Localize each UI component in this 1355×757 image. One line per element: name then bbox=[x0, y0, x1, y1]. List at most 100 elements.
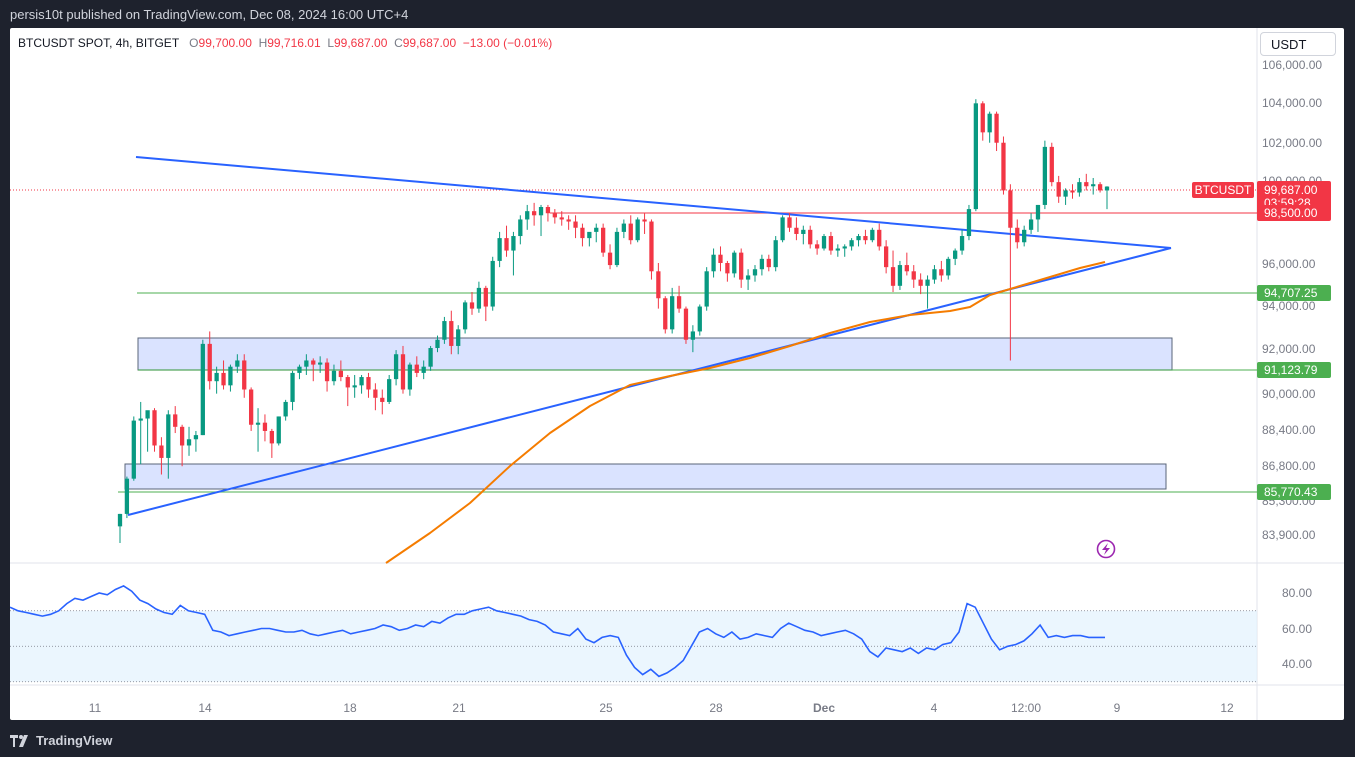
candle bbox=[476, 281, 482, 313]
time-tick-label: 9 bbox=[1114, 701, 1121, 715]
candle bbox=[932, 265, 937, 284]
candle bbox=[290, 370, 295, 411]
candle-body bbox=[131, 420, 136, 479]
time-tick-label: 11 bbox=[89, 701, 102, 715]
candle bbox=[683, 306, 689, 344]
candle bbox=[249, 387, 254, 431]
candle bbox=[718, 246, 723, 272]
candle-body bbox=[614, 231, 620, 266]
candle bbox=[145, 410, 150, 452]
candle-body bbox=[538, 207, 544, 216]
candle-body bbox=[787, 217, 792, 228]
candle-body bbox=[1084, 182, 1089, 187]
candle-body bbox=[200, 343, 205, 436]
candle bbox=[794, 217, 799, 241]
candle bbox=[366, 372, 371, 398]
time-tick-label: 12 bbox=[1220, 701, 1234, 715]
candle bbox=[469, 292, 475, 315]
candle-body bbox=[179, 426, 185, 446]
candle bbox=[566, 215, 571, 230]
candle bbox=[283, 399, 288, 421]
candle bbox=[649, 219, 654, 280]
candle-body bbox=[856, 236, 861, 241]
lightning-alert-icon[interactable] bbox=[1096, 539, 1116, 559]
candle bbox=[138, 401, 143, 465]
candle bbox=[193, 430, 199, 452]
candle-body bbox=[580, 227, 585, 239]
candle bbox=[518, 215, 523, 245]
candle-body bbox=[490, 260, 495, 307]
candle-body bbox=[421, 366, 426, 373]
candle bbox=[904, 252, 909, 276]
candle-body bbox=[511, 236, 516, 251]
candle-body bbox=[311, 360, 316, 365]
candle bbox=[911, 265, 916, 288]
price-chart[interactable]: 106,000.00104,000.00102,000.00100,000.00… bbox=[10, 28, 1344, 720]
last-price-tag-bg bbox=[1257, 181, 1331, 211]
footer-bar: TradingView bbox=[0, 728, 1355, 757]
candle bbox=[835, 244, 840, 257]
candle-body bbox=[207, 343, 212, 382]
candle-body bbox=[925, 279, 930, 286]
candle-body bbox=[297, 366, 302, 373]
candle bbox=[897, 260, 903, 290]
level-price-tag-bg bbox=[1257, 484, 1331, 500]
candle-body bbox=[249, 389, 254, 425]
candle bbox=[725, 260, 730, 282]
candle-body bbox=[235, 360, 240, 367]
candle bbox=[1001, 136, 1006, 195]
candle-body bbox=[1070, 190, 1075, 193]
open-label: O bbox=[189, 36, 199, 50]
candle-body bbox=[435, 339, 440, 349]
candle-body bbox=[380, 397, 385, 402]
candle bbox=[159, 437, 164, 475]
candle bbox=[939, 260, 944, 282]
candle-body bbox=[1035, 204, 1041, 220]
candle-body bbox=[166, 414, 171, 458]
candle bbox=[276, 416, 281, 446]
symbol-tag: BTCUSDT bbox=[1195, 183, 1252, 197]
candle bbox=[269, 428, 274, 458]
candle bbox=[449, 310, 454, 355]
symbol-label[interactable]: BTCUSDT SPOT, 4h, BITGET bbox=[18, 36, 180, 50]
symbol-tag-bg bbox=[1192, 182, 1254, 198]
chart-panel[interactable]: 106,000.00104,000.00102,000.00100,000.00… bbox=[10, 28, 1344, 720]
candle-body bbox=[483, 287, 488, 307]
candle bbox=[117, 513, 123, 543]
currency-unit-button[interactable]: USDT bbox=[1260, 32, 1336, 56]
candle-body bbox=[994, 113, 999, 143]
candle bbox=[1015, 219, 1020, 249]
alert-icon-bolt bbox=[1102, 543, 1110, 555]
candle bbox=[849, 238, 854, 251]
candle-body bbox=[849, 240, 854, 247]
candle bbox=[538, 204, 544, 237]
tradingview-brand[interactable]: TradingView bbox=[10, 733, 112, 748]
candle-body bbox=[304, 360, 309, 367]
candle bbox=[821, 233, 827, 251]
candle bbox=[739, 248, 744, 288]
candle bbox=[393, 350, 399, 386]
time-tick-label: 21 bbox=[452, 701, 466, 715]
candle bbox=[1084, 173, 1089, 191]
candle bbox=[587, 231, 592, 247]
candle bbox=[870, 227, 875, 243]
level-price-tag: 85,770.43 bbox=[1264, 485, 1318, 499]
price-tick-label: 92,000.00 bbox=[1262, 342, 1316, 356]
price-tick-label: 96,000.00 bbox=[1262, 257, 1316, 271]
time-tick-label: 25 bbox=[599, 701, 613, 715]
candle-body bbox=[228, 366, 233, 386]
ohlc-legend: BTCUSDT SPOT, 4h, BITGET O99,700.00 H99,… bbox=[18, 36, 552, 50]
candle bbox=[925, 275, 930, 309]
candle bbox=[607, 244, 613, 270]
candle-body bbox=[1028, 219, 1034, 230]
candle bbox=[594, 223, 599, 243]
candle-body bbox=[704, 271, 709, 307]
candle-body bbox=[718, 254, 723, 263]
candle-body bbox=[276, 416, 281, 444]
candle-body bbox=[152, 410, 157, 446]
candle-body bbox=[814, 244, 820, 249]
candle bbox=[863, 229, 868, 245]
candle-body bbox=[752, 269, 758, 276]
candle bbox=[373, 383, 378, 411]
candle bbox=[414, 356, 419, 378]
